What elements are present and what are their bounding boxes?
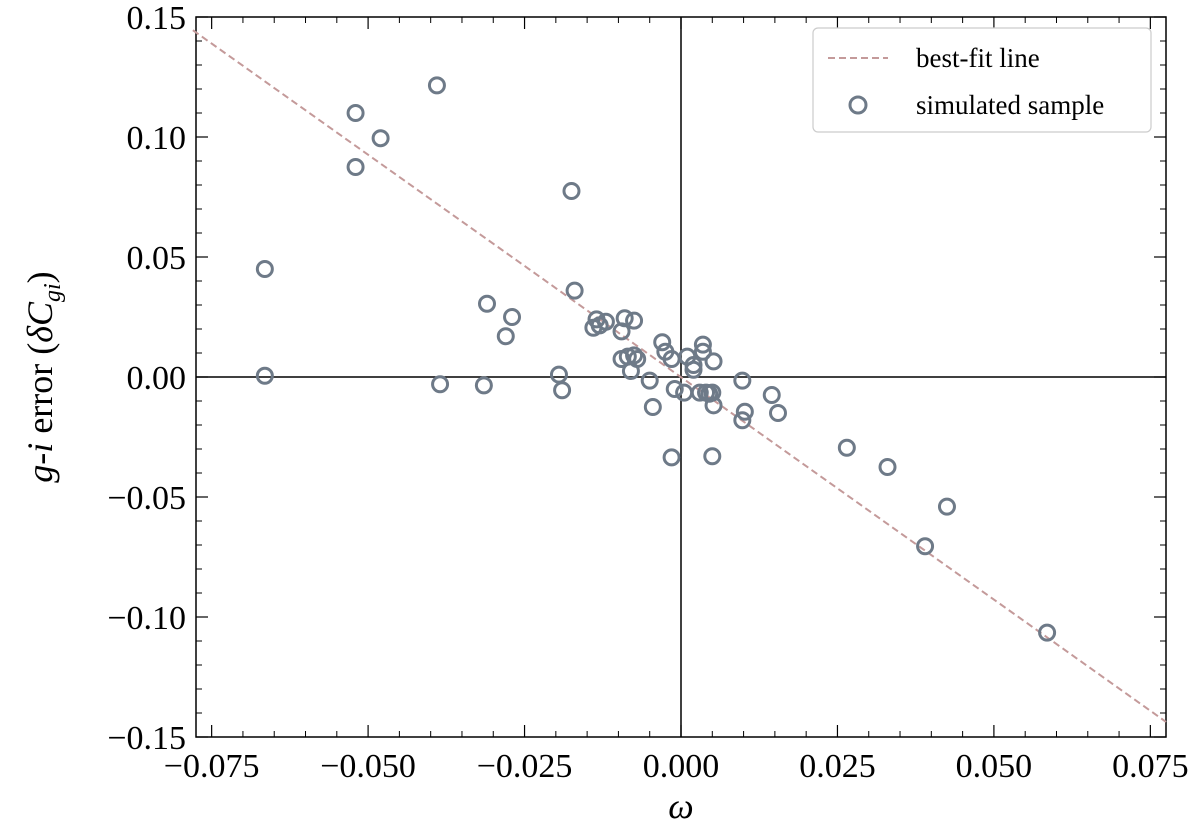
sample-point — [346, 104, 365, 122]
sample-point — [255, 260, 274, 278]
sample-point — [346, 158, 365, 176]
sample-point — [878, 458, 897, 476]
sample-point — [684, 360, 703, 379]
sample-point — [474, 376, 493, 395]
y-label-symbol: δC — [20, 301, 60, 343]
sample-point — [628, 350, 647, 368]
y-label-dash: - — [20, 453, 60, 465]
sample-point — [693, 342, 712, 361]
sample-point — [704, 352, 723, 371]
y-tick-label: −0.05 — [107, 480, 186, 517]
sample-point — [625, 346, 644, 365]
sample-point — [255, 366, 274, 385]
sample-point — [769, 404, 787, 422]
legend-fit-label: best-fit line — [916, 43, 1040, 73]
y-label-g: g — [20, 465, 60, 483]
sample-point — [427, 76, 446, 95]
legend-box — [812, 27, 1152, 133]
sample-point — [704, 396, 723, 415]
y-tick-label: −0.10 — [107, 600, 186, 637]
y-tick-label: −0.15 — [107, 720, 186, 757]
sample-point — [640, 371, 659, 390]
sample-point — [562, 182, 581, 200]
sample-point — [553, 381, 572, 400]
y-axis-label: g-i error (δCgi) — [20, 271, 66, 482]
x-tick-label: 0.025 — [799, 748, 876, 785]
sample-point — [733, 371, 752, 390]
legend-sample-label: simulated sample — [916, 90, 1104, 120]
x-tick-label: 0.000 — [643, 748, 720, 785]
axis-ticks — [196, 16, 1166, 738]
sample-point — [431, 375, 450, 394]
legend-sample-swatch — [848, 95, 868, 115]
y-label-subscript: gi — [40, 283, 66, 302]
sample-point — [690, 383, 709, 402]
y-tick-label: 0.10 — [127, 120, 187, 157]
sample-point — [1038, 623, 1057, 642]
sample-point — [643, 398, 662, 416]
sample-point — [733, 411, 752, 430]
sample-point — [675, 383, 694, 402]
sample-point — [496, 327, 515, 346]
sample-point — [937, 497, 956, 516]
x-axis-label: ω — [668, 786, 693, 826]
sample-point — [478, 294, 496, 313]
x-tick-label: −0.075 — [164, 748, 260, 785]
sample-point — [653, 333, 672, 352]
y-label-i: i — [20, 443, 60, 453]
axis-tick-labels: −0.075 −0.050 −0.025 0.000 0.025 0.050 0.075 −0… — [107, 0, 1188, 785]
sample-points — [255, 76, 1057, 642]
sample-point — [703, 447, 722, 466]
best-fit-line-group — [192, 29, 1167, 723]
sample-point — [371, 129, 390, 148]
x-tick-label: 0.075 — [1112, 748, 1189, 785]
sample-point — [665, 380, 684, 398]
y-tick-label: 0.05 — [127, 240, 187, 277]
y-label-word: error ( — [20, 343, 60, 443]
sample-point — [503, 308, 522, 326]
sample-point — [703, 383, 722, 402]
sample-point — [693, 335, 712, 354]
best-fit-line — [192, 29, 1167, 723]
sample-point — [916, 537, 935, 556]
legend: best-fit line simulated sample — [812, 27, 1152, 133]
sample-point — [625, 311, 644, 330]
sample-point — [762, 386, 781, 404]
y-tick-label: 0.15 — [127, 0, 187, 37]
x-tick-label: 0.050 — [956, 748, 1033, 785]
sample-point — [735, 402, 754, 421]
sample-point — [549, 365, 568, 384]
x-tick-label: −0.025 — [477, 748, 573, 785]
sample-point — [565, 281, 584, 300]
y-tick-label: 0.00 — [127, 360, 187, 397]
sample-point — [837, 438, 856, 457]
sample-point — [596, 312, 615, 331]
sample-point — [662, 448, 681, 467]
x-tick-label: −0.050 — [320, 748, 416, 785]
sample-point — [612, 322, 631, 341]
y-label-suffix: ) — [20, 271, 60, 283]
